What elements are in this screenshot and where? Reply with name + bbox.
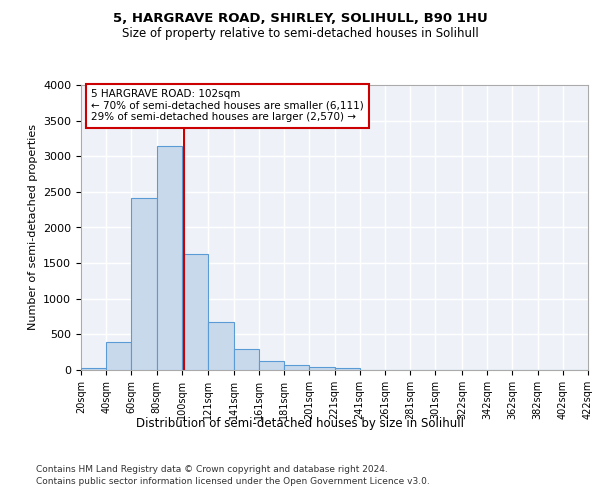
Bar (284, 366, 309, 370)
Y-axis label: Number of semi-detached properties: Number of semi-detached properties (28, 124, 38, 330)
Bar (233, 348, 259, 370)
Bar (259, 360, 284, 370)
Text: 5, HARGRAVE ROAD, SHIRLEY, SOLIHULL, B90 1HU: 5, HARGRAVE ROAD, SHIRLEY, SOLIHULL, B90… (113, 12, 487, 26)
Bar (81, 368, 106, 370)
Bar (157, 146, 182, 370)
Text: Contains HM Land Registry data © Crown copyright and database right 2024.: Contains HM Land Registry data © Crown c… (36, 465, 388, 474)
Bar (335, 368, 360, 370)
Text: Size of property relative to semi-detached houses in Solihull: Size of property relative to semi-detach… (122, 28, 478, 40)
Bar (131, 198, 157, 370)
Bar (208, 322, 233, 370)
Bar (309, 367, 335, 370)
Text: Contains public sector information licensed under the Open Government Licence v3: Contains public sector information licen… (36, 478, 430, 486)
Text: Distribution of semi-detached houses by size in Solihull: Distribution of semi-detached houses by … (136, 418, 464, 430)
Bar (182, 254, 208, 370)
Text: 5 HARGRAVE ROAD: 102sqm
← 70% of semi-detached houses are smaller (6,111)
29% of: 5 HARGRAVE ROAD: 102sqm ← 70% of semi-de… (91, 90, 364, 122)
Bar (106, 342, 131, 370)
